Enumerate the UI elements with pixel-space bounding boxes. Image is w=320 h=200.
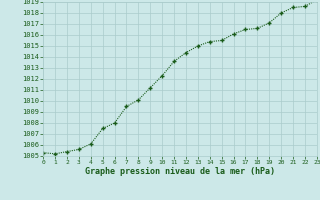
X-axis label: Graphe pression niveau de la mer (hPa): Graphe pression niveau de la mer (hPa): [85, 167, 275, 176]
